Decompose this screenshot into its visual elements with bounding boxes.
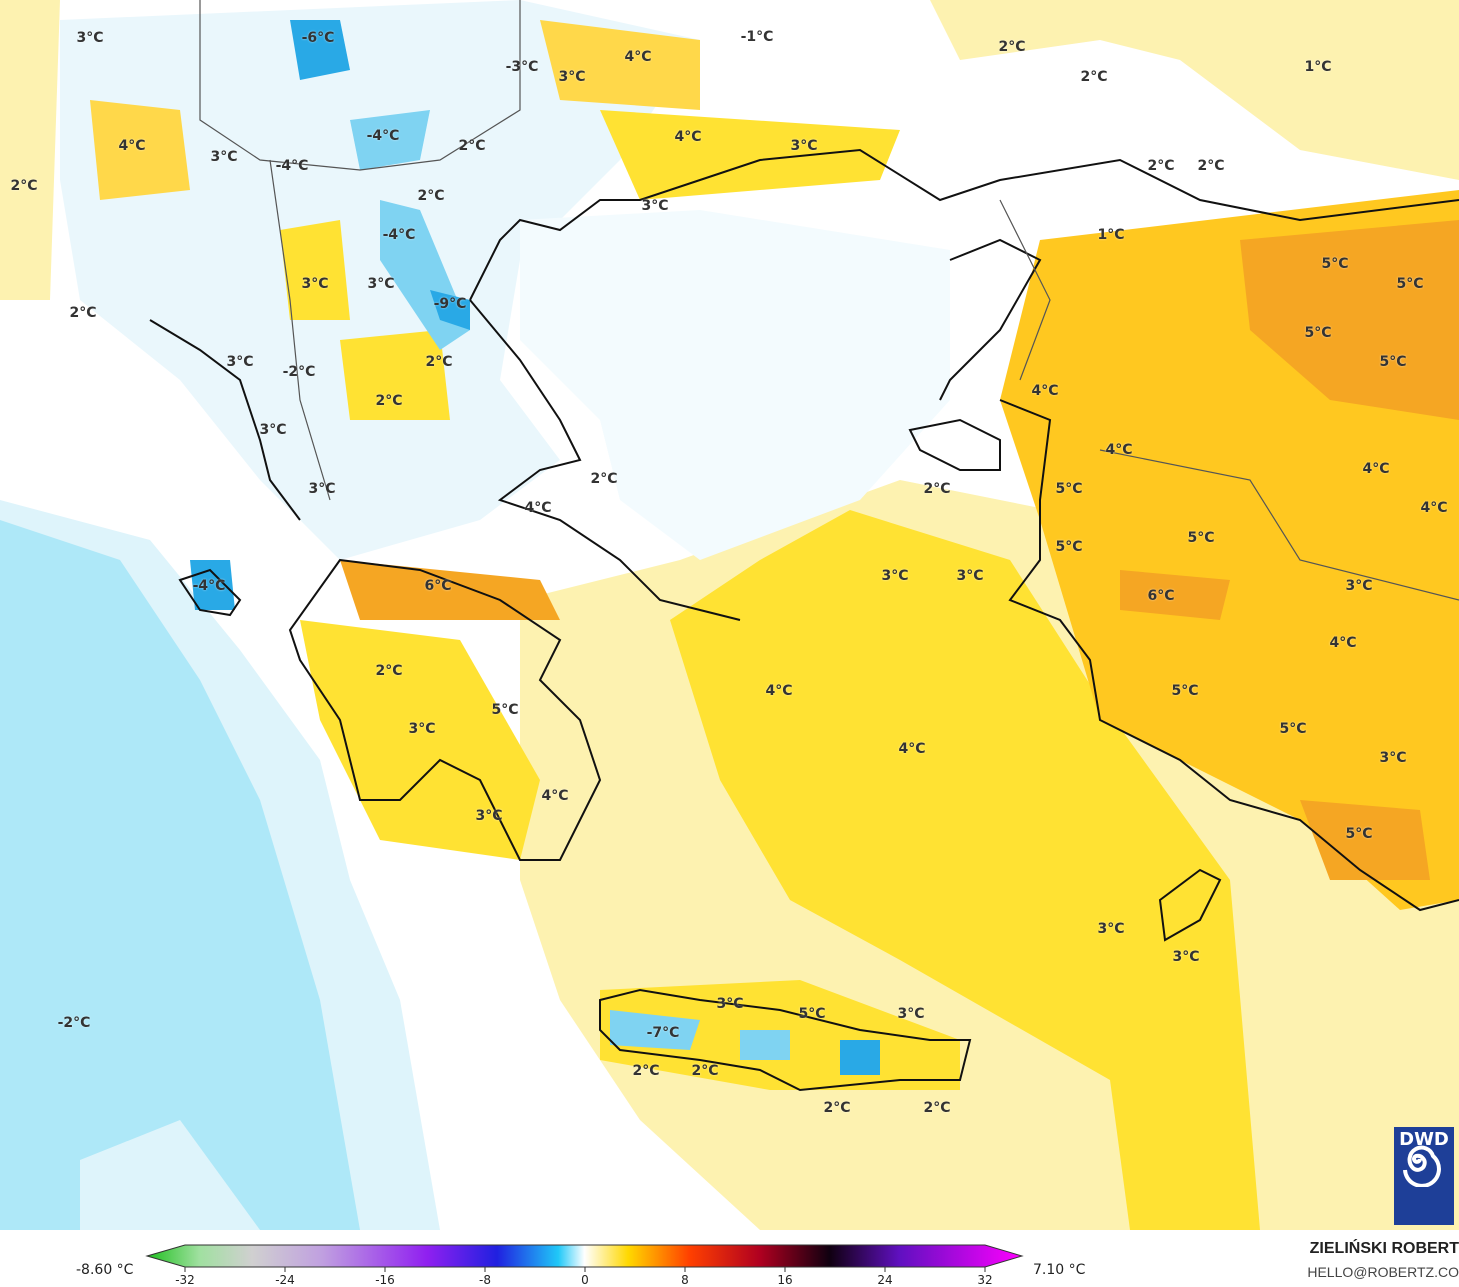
temperature-label: 2°C [10,178,38,194]
temperature-label: 5°C [1055,481,1083,497]
temperature-label: 3°C [367,276,395,292]
temperature-label: 3°C [716,996,744,1012]
temperature-label: 1°C [1097,227,1125,243]
temperature-label: 4°C [524,500,552,516]
temperature-label: 2°C [998,39,1026,55]
temperature-label: 6°C [424,578,452,594]
colorbar-tick-label: 16 [777,1273,793,1287]
temperature-label: 4°C [118,138,146,154]
colorbar-tick-label: 8 [681,1273,689,1287]
temperature-label: 4°C [898,741,926,757]
temperature-label: -3°C [505,59,539,75]
colorbar-tick-label: -16 [375,1273,395,1287]
colorbar-panel: -32 -24 -16 -8 0 8 16 24 32 [0,1232,1459,1287]
temperature-label: 2°C [458,138,486,154]
temperature-label: 3°C [408,721,436,737]
temperature-label: -1°C [740,29,774,45]
temperature-label: 3°C [881,568,909,584]
temperature-label: 4°C [674,129,702,145]
temperature-label: 2°C [590,471,618,487]
temperature-label: 5°C [1304,325,1332,341]
temperature-label: 3°C [301,276,329,292]
temperature-label: 3°C [1172,949,1200,965]
temperature-label: 3°C [308,481,336,497]
dwd-logo-text: DWD [1399,1129,1449,1150]
temperature-label: 2°C [425,354,453,370]
temperature-label: 5°C [491,702,519,718]
temperature-label: 4°C [541,788,569,804]
temperature-label: -6°C [301,30,335,46]
temperature-label: 2°C [923,481,951,497]
colorbar [145,1244,1024,1272]
temperature-label: 5°C [1345,826,1373,842]
temperature-label: 4°C [1105,442,1133,458]
colorbar-max-value: 7.10 °C [1033,1262,1086,1278]
temperature-label: 3°C [1345,578,1373,594]
map-fill [0,0,1459,1230]
temperature-label: 2°C [823,1100,851,1116]
temperature-label: 2°C [375,663,403,679]
temperature-label: 3°C [259,422,287,438]
temperature-label: 2°C [1197,158,1225,174]
temperature-label: -4°C [366,128,400,144]
colorbar-min-value: -8.60 °C [76,1262,134,1278]
temperature-label: 2°C [69,305,97,321]
temperature-label: 2°C [923,1100,951,1116]
temperature-label: 1°C [1304,59,1332,75]
temperature-label: 2°C [375,393,403,409]
colorbar-tick-label: -8 [479,1273,491,1287]
temperature-label: 3°C [897,1006,925,1022]
colorbar-tick-label: 32 [977,1273,993,1287]
temperature-label: -4°C [382,227,416,243]
temperature-label: -4°C [275,158,309,174]
temperature-label: 5°C [1171,683,1199,699]
temperature-label: 5°C [1279,721,1307,737]
temperature-label: 4°C [624,49,652,65]
temperature-label: 5°C [1321,256,1349,272]
temperature-label: -4°C [192,578,226,594]
temperature-label: 3°C [641,198,669,214]
temperature-label: 4°C [765,683,793,699]
temperature-label: 6°C [1147,588,1175,604]
temperature-label: -2°C [57,1015,91,1031]
colorbar-tick-label: -24 [275,1273,295,1287]
temperature-label: 5°C [1396,276,1424,292]
temperature-label: 3°C [558,69,586,85]
author-email: HELLO@ROBERTZ.CO [1307,1264,1459,1280]
colorbar-tick-label: 0 [581,1273,589,1287]
temperature-label: 3°C [475,808,503,824]
temperature-label: -9°C [433,296,467,312]
temperature-label: 5°C [798,1006,826,1022]
dwd-logo: DWD [1394,1127,1454,1225]
temperature-label: 2°C [417,188,445,204]
temperature-label: 4°C [1362,461,1390,477]
colorbar-tick-label: 24 [877,1273,893,1287]
temperature-label: 2°C [1147,158,1175,174]
temperature-label: 2°C [1080,69,1108,85]
temperature-label: 3°C [76,30,104,46]
temperature-label: 3°C [1379,750,1407,766]
temperature-label: 2°C [632,1063,660,1079]
temperature-label: 5°C [1187,530,1215,546]
temperature-label: -2°C [282,364,316,380]
temperature-label: 3°C [956,568,984,584]
temperature-label: 2°C [691,1063,719,1079]
temperature-label: 3°C [1097,921,1125,937]
spiral-icon [1403,1145,1441,1187]
temperature-label: 3°C [226,354,254,370]
temperature-label: 4°C [1329,635,1357,651]
temperature-label: 4°C [1031,383,1059,399]
author-credit: ZIELIŃSKI ROBERT [1309,1240,1459,1257]
temperature-label: 3°C [790,138,818,154]
temperature-anomaly-map[interactable]: 3°C -6°C -3°C 3°C 4°C -1°C 2°C 2°C 1°C 4°C 3°C -4°C… [0,0,1459,1230]
temperature-label: 5°C [1055,539,1083,555]
temperature-label: -7°C [646,1025,680,1041]
temperature-label: 3°C [210,149,238,165]
temperature-label: 5°C [1379,354,1407,370]
colorbar-tick-label: -32 [175,1273,195,1287]
temperature-label: 4°C [1420,500,1448,516]
